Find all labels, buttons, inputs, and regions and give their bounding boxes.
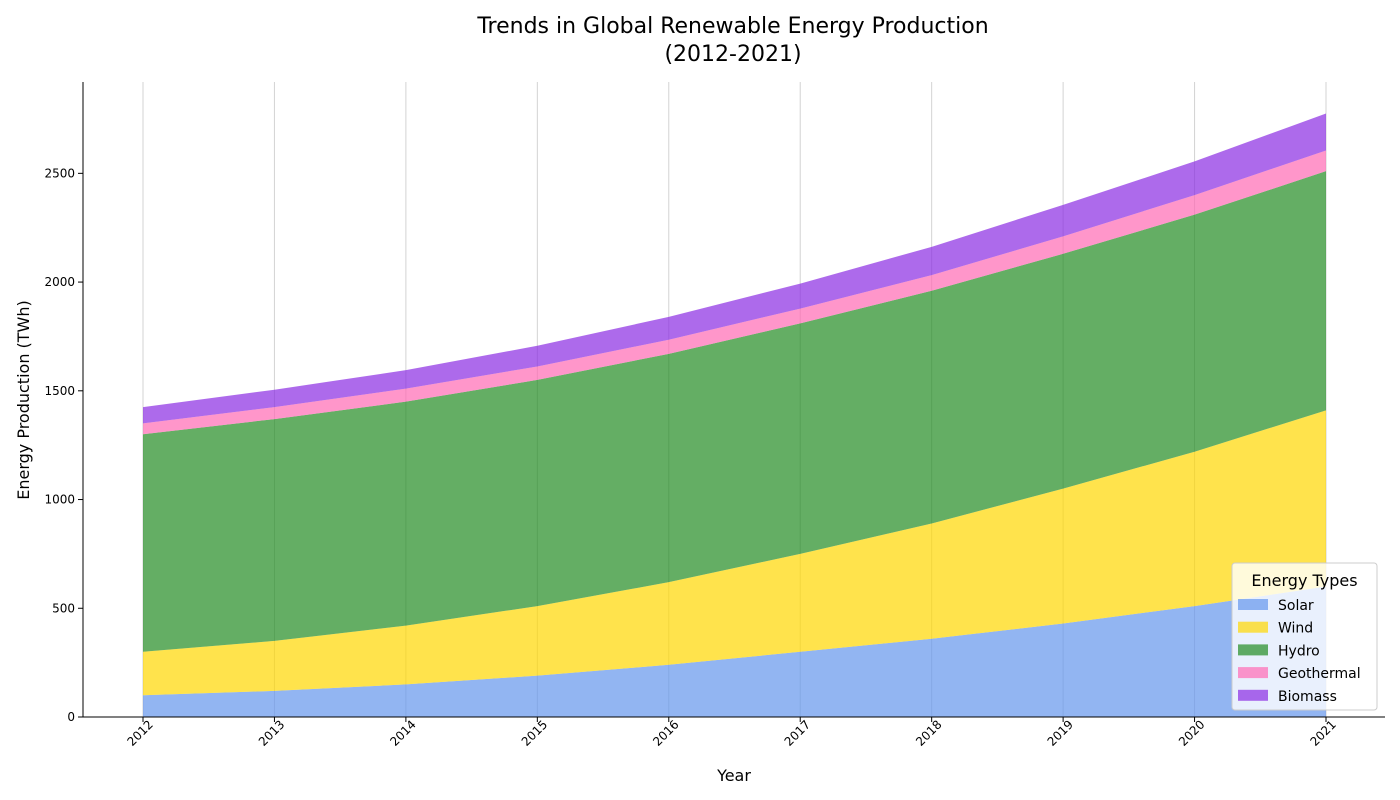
x-tick-label: 2021 [1307,717,1338,748]
x-tick-label: 2012 [124,717,155,748]
axes [82,82,1385,718]
x-tick-label: 2016 [650,717,681,748]
area-solar [143,586,1326,717]
x-tick-2021: 2021 [1307,717,1339,749]
x-tick-label: 2019 [1045,717,1076,748]
chart-title-line-2: (2012-2021) [664,42,801,67]
chart-title-line-1: Trends in Global Renewable Energy Produc… [476,14,988,39]
x-tick-label: 2018 [913,717,944,748]
legend-swatch [1238,644,1268,656]
legend-swatch [1238,621,1268,633]
legend-item-wind: Wind [1238,621,1313,637]
x-tick-2020: 2020 [1176,717,1207,749]
legend-label: Geothermal [1278,666,1361,682]
x-tick-label: 2017 [782,717,813,748]
legend-label: Hydro [1278,643,1320,659]
x-tick-2016: 2016 [650,717,682,749]
y-tick-label: 2000 [44,275,75,289]
area-hydro [143,171,1326,652]
x-tick-label: 2013 [256,717,287,748]
x-tick-label: 2015 [519,717,550,748]
stacked-areas [143,113,1326,717]
x-tick-2012: 2012 [124,717,156,749]
y-axis-label: Energy Production (TWh) [14,300,33,500]
y-tick-1500: 1500 [44,384,83,398]
y-tick-label: 1500 [44,384,75,398]
legend-label: Wind [1278,621,1313,637]
legend-item-hydro: Hydro [1238,643,1320,659]
y-tick-label: 0 [67,710,75,724]
legend-title: Energy Types [1251,571,1357,590]
x-ticks: 2012 2013 2014 2015 2016 2017 2018 2019 2020 2021 [124,717,1339,749]
x-axis-label: Year [716,766,751,785]
x-tick-2017: 2017 [782,717,813,749]
y-tick-2000: 2000 [44,275,83,289]
y-ticks: 0 500 1000 1500 2000 2500 [44,166,83,724]
legend-swatch [1238,689,1268,701]
chart-title: Trends in Global Renewable Energy Produc… [476,14,988,67]
y-tick-label: 2500 [44,166,75,180]
legend-box [1231,562,1378,711]
legend: Energy Types Solar Wind Hydro Geothermal Biom… [1231,562,1378,711]
y-tick-500: 500 [52,601,83,615]
y-tick-label: 500 [52,601,75,615]
x-tick-2019: 2019 [1045,717,1076,749]
legend-swatch [1238,599,1268,610]
area-biomass [143,113,1326,424]
legend-item-biomass: Biomass [1238,689,1337,705]
x-tick-2018: 2018 [913,717,945,749]
y-tick-1000: 1000 [44,493,83,507]
legend-label: Solar [1278,598,1314,614]
x-tick-2014: 2014 [387,717,419,749]
y-tick-2500: 2500 [44,166,83,180]
x-tick-label: 2020 [1176,717,1207,748]
legend-swatch [1238,667,1268,679]
x-tick-label: 2014 [387,717,418,748]
area-wind [143,410,1326,696]
y-tick-label: 1000 [44,493,75,507]
legend-label: Biomass [1278,689,1337,705]
y-tick-0: 0 [67,710,83,724]
legend-item-geothermal: Geothermal [1238,666,1361,682]
x-tick-2015: 2015 [519,717,550,749]
legend-item-solar: Solar [1238,598,1314,614]
x-tick-2013: 2013 [256,717,287,749]
